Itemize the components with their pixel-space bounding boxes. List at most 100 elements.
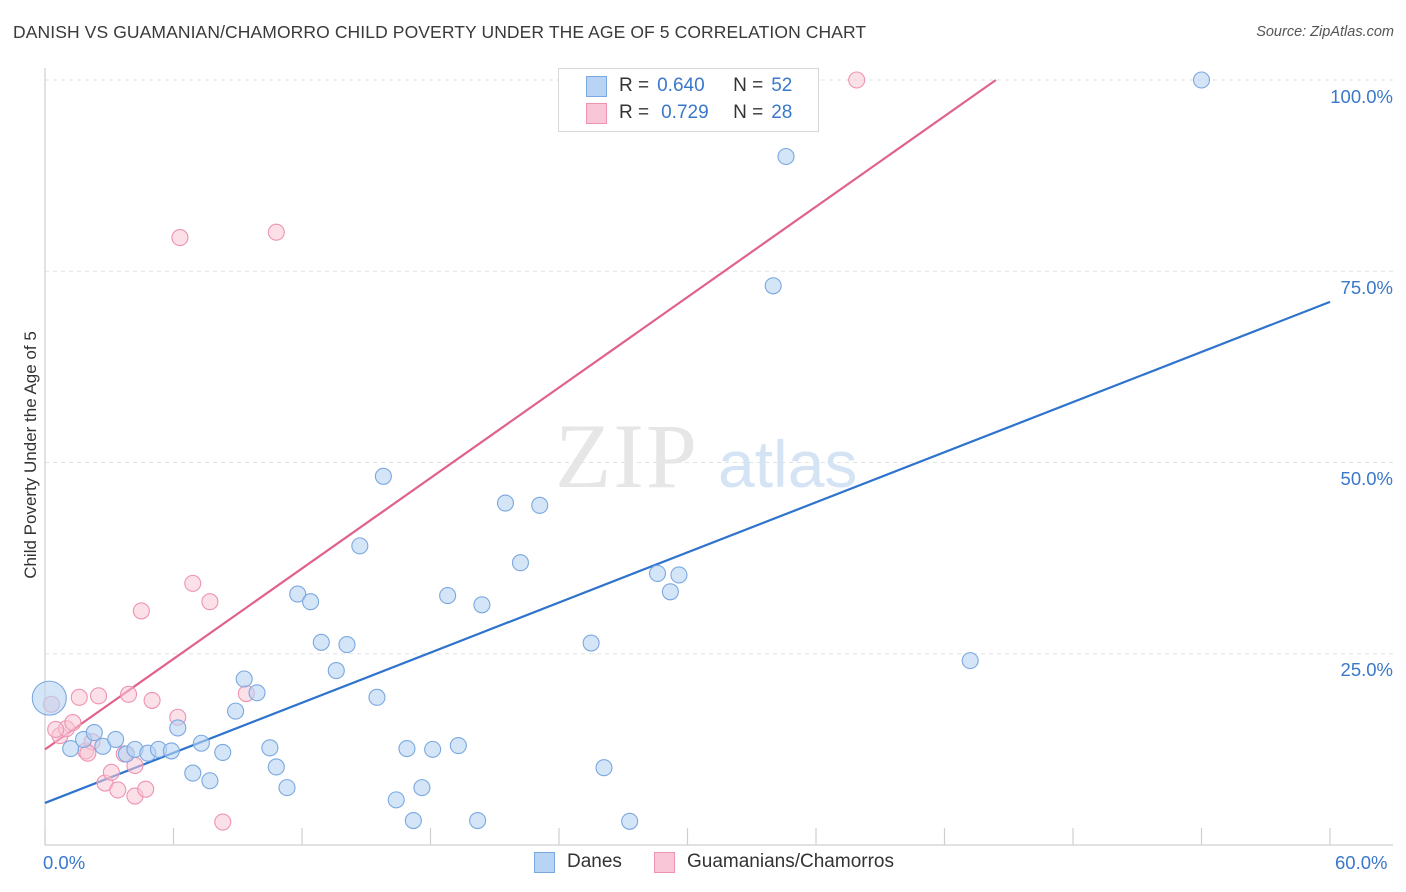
bottom-guam-swatch — [654, 851, 675, 873]
danes-swatch — [586, 76, 607, 97]
guam-point — [848, 71, 866, 89]
danes-point — [595, 759, 613, 777]
danes-point — [439, 587, 457, 605]
legend-row-guam: R = 0.729 N = 28 — [586, 101, 793, 125]
danes-point — [670, 566, 688, 584]
grid-lines — [45, 79, 1393, 655]
danes-point — [621, 812, 639, 830]
watermark-atlas: atlas — [718, 427, 857, 501]
danes-trend-line — [44, 300, 1331, 804]
y-axis-label: Child Poverty Under the Age of 5 — [21, 331, 40, 579]
danes-point — [235, 670, 253, 688]
danes-point — [496, 494, 515, 512]
y-tick-75: 75.0% — [1340, 277, 1393, 298]
bottom-legend-danes: Danes — [534, 851, 622, 873]
danes-point — [777, 147, 795, 166]
legend-row-danes: R = 0.640 N = 52 — [586, 74, 793, 98]
watermark: ZIP atlas — [555, 405, 857, 507]
danes-point — [473, 596, 491, 614]
danes-point — [289, 585, 307, 603]
guam-n-label: N = — [733, 102, 764, 123]
danes-point — [184, 764, 202, 782]
danes-point — [351, 537, 369, 555]
danes-point — [648, 564, 667, 582]
danes-point — [469, 811, 487, 830]
danes-point — [531, 496, 549, 514]
guam-point — [102, 763, 120, 781]
danes-point — [169, 719, 187, 737]
danes-point — [85, 723, 103, 742]
danes-point — [449, 736, 467, 755]
danes-points — [31, 71, 1211, 830]
danes-point — [582, 634, 600, 652]
danes-point — [162, 742, 180, 760]
guam-point — [184, 574, 202, 592]
axes — [44, 68, 1393, 846]
danes-point — [192, 734, 210, 752]
bottom-guam-label: Guamanians/Chamorros — [687, 851, 894, 872]
danes-point — [31, 680, 67, 716]
danes-r-label: R = — [619, 75, 650, 96]
watermark-zip: ZIP — [555, 405, 699, 507]
guam-point — [267, 223, 285, 241]
x-tick-60: 60.0% — [1335, 852, 1388, 873]
guam-point — [143, 691, 161, 709]
danes-point — [214, 743, 232, 761]
danes-trend-layer — [44, 300, 1331, 804]
guam-point — [47, 720, 65, 739]
danes-point — [312, 633, 330, 651]
guam-trend-layer — [44, 79, 997, 751]
guam-point — [64, 714, 82, 732]
danes-point — [327, 662, 345, 680]
danes-point — [374, 467, 392, 485]
danes-point — [261, 739, 279, 757]
guam-point — [109, 781, 127, 799]
danes-point — [227, 702, 245, 720]
guam-r-value: 0.729 — [661, 102, 709, 123]
danes-point — [338, 636, 356, 654]
danes-point — [413, 779, 431, 797]
danes-point — [248, 684, 266, 702]
danes-point — [661, 583, 679, 601]
guam-point — [119, 685, 138, 703]
danes-n-label: N = — [733, 75, 764, 96]
guam-point — [70, 688, 88, 706]
guam-point — [201, 593, 219, 611]
guam-swatch — [586, 103, 607, 124]
danes-point — [278, 779, 296, 797]
danes-point — [764, 277, 782, 295]
y-tick-50: 50.0% — [1340, 468, 1393, 489]
danes-point — [1192, 71, 1211, 89]
danes-point — [368, 688, 386, 706]
danes-point — [201, 772, 219, 790]
danes-point — [404, 811, 422, 830]
bottom-danes-label: Danes — [567, 851, 622, 872]
guam-n-value: 28 — [771, 102, 793, 123]
source-label: Source: ZipAtlas.com — [1256, 24, 1394, 40]
danes-point — [107, 730, 125, 748]
guam-trend-line — [44, 79, 997, 751]
guam-point — [89, 687, 108, 705]
bottom-danes-swatch — [534, 851, 555, 873]
danes-point — [62, 740, 80, 758]
danes-point — [387, 791, 405, 809]
guam-point — [137, 780, 155, 798]
guam-r-label: R = — [619, 102, 650, 123]
danes-point — [511, 554, 530, 572]
chart-title: DANISH VS GUAMANIAN/CHAMORRO CHILD POVER… — [13, 22, 867, 42]
guam-point — [171, 229, 189, 247]
guam-point — [214, 813, 232, 831]
danes-point — [424, 740, 442, 758]
y-tick-25: 25.0% — [1340, 659, 1393, 680]
danes-point — [961, 652, 979, 670]
danes-n-value: 52 — [771, 75, 793, 96]
x-tick-0: 0.0% — [43, 852, 86, 873]
y-tick-100: 100.0% — [1330, 86, 1393, 107]
danes-point — [267, 758, 285, 776]
danes-r-value: 0.640 — [657, 75, 705, 96]
bottom-legend-guam: Guamanians/Chamorros — [654, 851, 894, 873]
guam-point — [132, 602, 150, 620]
correlation-legend: R = 0.640 N = 52 R = 0.729 N = 28 — [558, 68, 819, 132]
danes-point — [302, 593, 320, 611]
